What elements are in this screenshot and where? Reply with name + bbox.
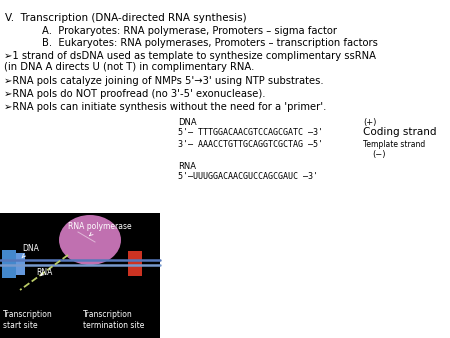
Text: B.  Eukaryotes: RNA polymerases, Promoters – transcription factors: B. Eukaryotes: RNA polymerases, Promoter… xyxy=(42,38,378,48)
Text: A.  Prokaryotes: RNA polymerase, Promoters – sigma factor: A. Prokaryotes: RNA polymerase, Promoter… xyxy=(42,26,337,36)
Text: Template strand: Template strand xyxy=(363,140,425,149)
Text: Transcription
start site: Transcription start site xyxy=(3,310,53,330)
Text: RNA: RNA xyxy=(36,268,52,277)
Text: ➢1 strand of dsDNA used as template to synthesize complimentary ssRNA: ➢1 strand of dsDNA used as template to s… xyxy=(4,51,376,61)
Text: ➢RNA pols can initiate synthesis without the need for a 'primer'.: ➢RNA pols can initiate synthesis without… xyxy=(4,102,326,112)
Text: (−): (−) xyxy=(372,150,386,159)
Text: (in DNA A directs U (not T) in complimentary RNA.: (in DNA A directs U (not T) in complimen… xyxy=(4,62,254,72)
Text: ➢RNA pols catalyze joining of NMPs 5'→3' using NTP substrates.: ➢RNA pols catalyze joining of NMPs 5'→3'… xyxy=(4,76,324,86)
Text: ➢RNA pols do NOT proofread (no 3'-5' exonuclease).: ➢RNA pols do NOT proofread (no 3'-5' exo… xyxy=(4,89,266,99)
Text: (+): (+) xyxy=(363,118,376,127)
Text: 3'— AAACCTGTTGCAGGTCGCTAG —5': 3'— AAACCTGTTGCAGGTCGCTAG —5' xyxy=(178,140,323,149)
Text: Transcription
termination site: Transcription termination site xyxy=(83,310,144,330)
Text: Coding strand: Coding strand xyxy=(363,127,436,137)
Bar xyxy=(2,250,16,278)
Text: DNA: DNA xyxy=(22,244,39,258)
Text: 5'—UUUGGACAACGUCCAGCGAUC —3': 5'—UUUGGACAACGUCCAGCGAUC —3' xyxy=(178,172,318,181)
Text: V.  Transcription (DNA-directed RNA synthesis): V. Transcription (DNA-directed RNA synth… xyxy=(5,13,247,23)
Text: RNA: RNA xyxy=(178,162,196,171)
Text: 5'— TTTGGACAACGTCCAGCGATC —3': 5'— TTTGGACAACGTCCAGCGATC —3' xyxy=(178,128,323,137)
Text: RNA polymerase: RNA polymerase xyxy=(68,222,131,236)
Bar xyxy=(16,253,25,275)
Bar xyxy=(128,251,142,276)
Text: DNA: DNA xyxy=(178,118,197,127)
Bar xyxy=(0,213,160,338)
Ellipse shape xyxy=(59,215,121,265)
